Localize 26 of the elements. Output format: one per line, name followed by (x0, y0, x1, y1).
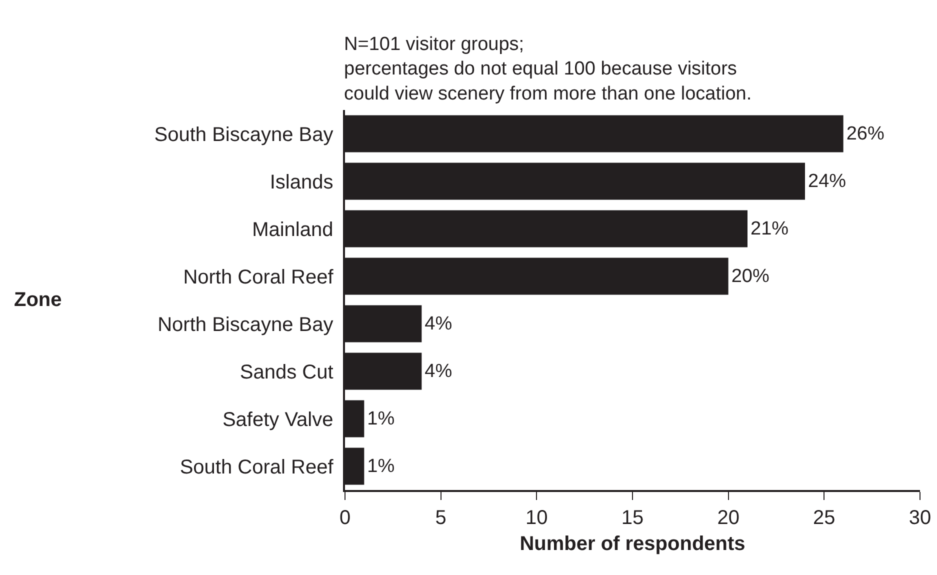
text: N=101 visitor groups; percentages do not equal 100 because visitors could view scenery from more than one location. (344, 34, 752, 104)
x-axis-title: Number of respondents (520, 532, 746, 555)
data-label: 4% (424, 313, 452, 334)
data-label: 4% (424, 360, 452, 382)
x-tick-label: 15 (621, 506, 644, 529)
y-tick-label: Sands Cut (240, 361, 334, 384)
x-tick-label: 5 (435, 506, 446, 529)
y-tick-label: South Coral Reef (180, 456, 334, 478)
y-tick-label: North Biscayne Bay (158, 314, 334, 336)
data-label: 21% (750, 218, 789, 240)
data-label: 1% (367, 408, 395, 430)
x-tick-label: 0 (339, 506, 351, 529)
x-tick-label: 25 (813, 506, 836, 529)
y-tick-label: Mainland (252, 218, 334, 241)
y-tick-label: Islands (270, 171, 334, 194)
x-tick-label: 10 (526, 506, 548, 529)
data-label: 26% (846, 123, 884, 144)
y-tick-label: North Coral Reef (183, 266, 334, 288)
x-tick-label: 30 (908, 506, 932, 529)
data-label: 24% (808, 170, 846, 192)
x-tick-label: 20 (717, 506, 740, 529)
y-tick-label: Safety Valve (222, 408, 334, 431)
data-label: 20% (731, 266, 770, 287)
y-axis-title: Zone (14, 289, 62, 311)
data-label: 1% (367, 456, 395, 477)
y-tick-label: South Biscayne Bay (154, 124, 334, 146)
